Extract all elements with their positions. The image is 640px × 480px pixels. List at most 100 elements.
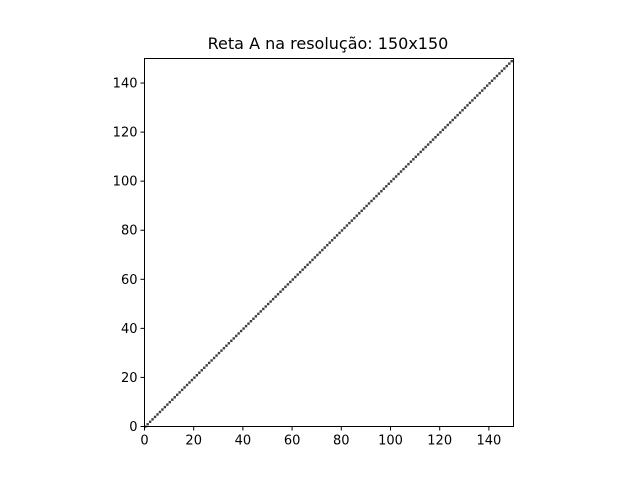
data-point	[328, 241, 331, 244]
data-point	[350, 219, 354, 222]
data-point	[424, 145, 427, 149]
data-point	[296, 273, 299, 276]
data-point	[360, 209, 363, 213]
data-point	[333, 236, 336, 239]
data-point	[478, 91, 481, 95]
data-point	[372, 197, 376, 200]
data-point	[321, 248, 324, 252]
data-point	[326, 243, 329, 247]
data-point	[269, 300, 272, 303]
x-tick-label: 20	[185, 434, 202, 449]
data-point	[318, 251, 322, 254]
data-point	[148, 420, 152, 423]
data-point	[281, 288, 285, 291]
data-point	[343, 226, 346, 230]
data-point	[271, 297, 275, 301]
data-point	[217, 351, 221, 355]
x-tick-label: 40	[235, 434, 252, 449]
data-point	[446, 123, 449, 127]
data-point	[453, 116, 457, 119]
data-point	[205, 364, 208, 367]
data-point	[230, 339, 233, 343]
x-tick-label: 120	[427, 434, 452, 449]
data-point	[451, 118, 454, 122]
data-point	[264, 305, 267, 308]
data-point	[362, 207, 366, 210]
data-point	[286, 283, 290, 286]
x-axis: 0 20 40 60 80 100 120 140	[140, 426, 501, 449]
data-point	[390, 180, 393, 183]
data-point	[156, 413, 159, 416]
data-point	[316, 253, 319, 257]
data-point	[237, 332, 240, 335]
y-tick-label: 80	[121, 224, 138, 239]
data-point	[220, 349, 223, 352]
data-point	[330, 239, 334, 242]
data-point	[468, 101, 472, 105]
data-point	[289, 280, 292, 284]
data-point	[414, 155, 417, 159]
data-point	[173, 396, 176, 399]
data-point	[508, 62, 511, 65]
x-tick-label: 140	[476, 434, 501, 449]
data-point	[358, 212, 361, 215]
data-point	[203, 366, 206, 370]
y-axis: 0 20 40 60 80 100 120 140	[113, 77, 145, 435]
data-point	[471, 99, 474, 102]
data-point	[163, 405, 167, 409]
y-tick-label: 40	[121, 322, 138, 337]
data-point	[402, 167, 405, 171]
data-point	[158, 410, 162, 414]
data-point	[257, 312, 260, 316]
data-point	[456, 113, 459, 117]
data-point	[493, 77, 496, 80]
data-point	[188, 381, 191, 384]
data-point	[178, 391, 181, 394]
data-point	[146, 423, 149, 426]
data-point	[207, 361, 211, 365]
data-point	[367, 202, 371, 205]
data-point	[291, 278, 294, 281]
data-point	[225, 344, 228, 347]
data-point	[210, 359, 213, 362]
data-point	[426, 143, 430, 146]
data-point	[481, 89, 484, 92]
y-tick-label: 140	[113, 77, 138, 92]
y-tick-label: 120	[113, 126, 138, 141]
data-point	[180, 388, 184, 392]
y-tick-label: 60	[121, 273, 138, 288]
data-point	[198, 371, 201, 374]
data-point	[161, 408, 164, 411]
data-point	[466, 104, 469, 107]
data-point	[434, 136, 437, 139]
data-point	[190, 378, 194, 382]
data-point	[397, 172, 400, 176]
data-point	[200, 369, 203, 372]
data-point	[510, 59, 513, 63]
data-point	[313, 256, 317, 259]
data-point	[500, 69, 504, 73]
data-point	[279, 290, 282, 293]
data-point	[323, 246, 326, 249]
data-point	[249, 320, 253, 323]
data-point	[407, 162, 410, 166]
data-point	[412, 158, 415, 161]
data-point	[370, 199, 373, 203]
data-point	[284, 285, 287, 289]
data-point	[348, 221, 351, 225]
data-point	[441, 128, 445, 132]
data-point	[463, 106, 467, 109]
data-point	[335, 234, 339, 237]
data-point	[193, 376, 196, 379]
data-point	[476, 94, 479, 97]
data-point	[276, 293, 280, 296]
data-point	[262, 307, 265, 311]
chart-title: Reta A na resolução: 150x150	[208, 34, 449, 53]
data-point	[294, 275, 297, 279]
data-point	[168, 400, 171, 404]
data-point	[259, 310, 263, 313]
data-point	[244, 324, 248, 328]
data-point	[303, 266, 307, 269]
data-point	[419, 150, 422, 154]
